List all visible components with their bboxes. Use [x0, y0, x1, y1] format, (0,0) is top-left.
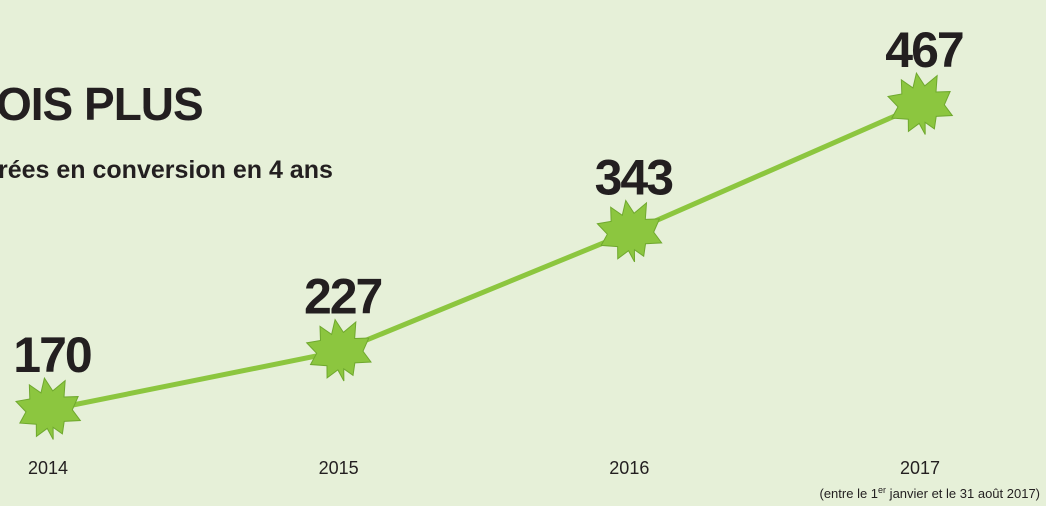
- leaf-marker: [596, 199, 663, 263]
- x-tick-label: 2016: [609, 458, 649, 478]
- chart-title: OIS PLUS: [0, 78, 203, 130]
- x-tick-label: 2017: [900, 458, 940, 478]
- x-tick-label: 2014: [28, 458, 68, 478]
- note-sup: er: [878, 485, 886, 495]
- x-tick-label: 2015: [319, 458, 359, 478]
- note-part: janvier et le 31 août 2017): [886, 486, 1040, 501]
- note-part: (entre le 1: [820, 486, 879, 501]
- line: [47, 102, 922, 413]
- leaf-marker: [305, 318, 372, 382]
- leaf-marker: [15, 376, 82, 440]
- leaf-marker: [887, 71, 954, 135]
- chart-subtitle: rées en conversion en 4 ans: [0, 156, 333, 184]
- value-label: 343: [595, 149, 673, 205]
- value-label: 227: [304, 268, 382, 324]
- value-label: 170: [13, 327, 91, 383]
- note: (entre le 1er janvier et le 31 août 2017…: [820, 485, 1041, 501]
- value-label: 467: [885, 22, 963, 78]
